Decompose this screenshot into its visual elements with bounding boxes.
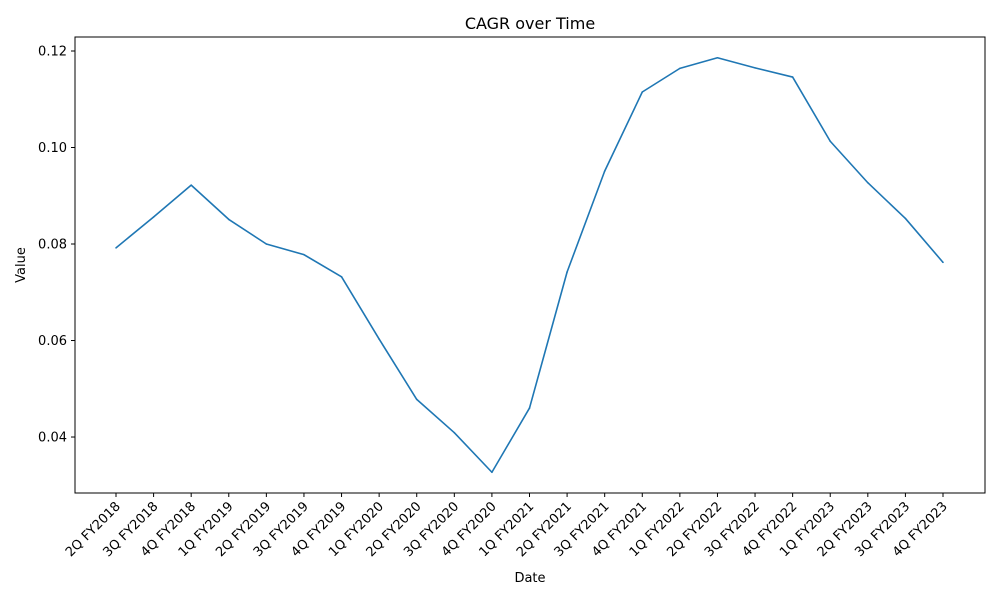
- data-point: [415, 398, 418, 401]
- data-point: [754, 67, 756, 69]
- data-point: [679, 67, 681, 70]
- data-point: [603, 170, 606, 172]
- data-point: [303, 253, 305, 256]
- data-point: [115, 247, 117, 249]
- y-tick-label: 0.08: [38, 238, 67, 253]
- y-tick-label: 0.06: [38, 334, 67, 349]
- y-axis-label: Value: [14, 247, 29, 283]
- data-point: [904, 217, 907, 220]
- data-point: [791, 76, 794, 78]
- chart-title: CAGR over Time: [465, 14, 595, 33]
- y-tick-label: 0.10: [38, 141, 67, 156]
- y-axis-ticks: 0.04 0.06 0.08 0.10 0.12: [38, 44, 75, 446]
- data-point: [641, 91, 644, 93]
- data-point: [491, 471, 493, 474]
- y-tick-label: 0.12: [38, 44, 67, 59]
- plot-area: [115, 56, 944, 474]
- data-point: [829, 140, 832, 143]
- y-tick-label: 0.04: [38, 431, 67, 446]
- data-point: [190, 184, 192, 186]
- data-point: [152, 216, 155, 218]
- data-point: [227, 218, 230, 221]
- data-point: [867, 181, 869, 184]
- data-point: [265, 243, 268, 245]
- data-point: [340, 276, 343, 278]
- data-point: [528, 407, 531, 409]
- data-point: [942, 261, 944, 264]
- data-point: [453, 431, 456, 434]
- data-point: [716, 56, 719, 59]
- data-point: [566, 271, 568, 273]
- x-axis-label: Date: [514, 571, 545, 586]
- data-point: [378, 338, 380, 340]
